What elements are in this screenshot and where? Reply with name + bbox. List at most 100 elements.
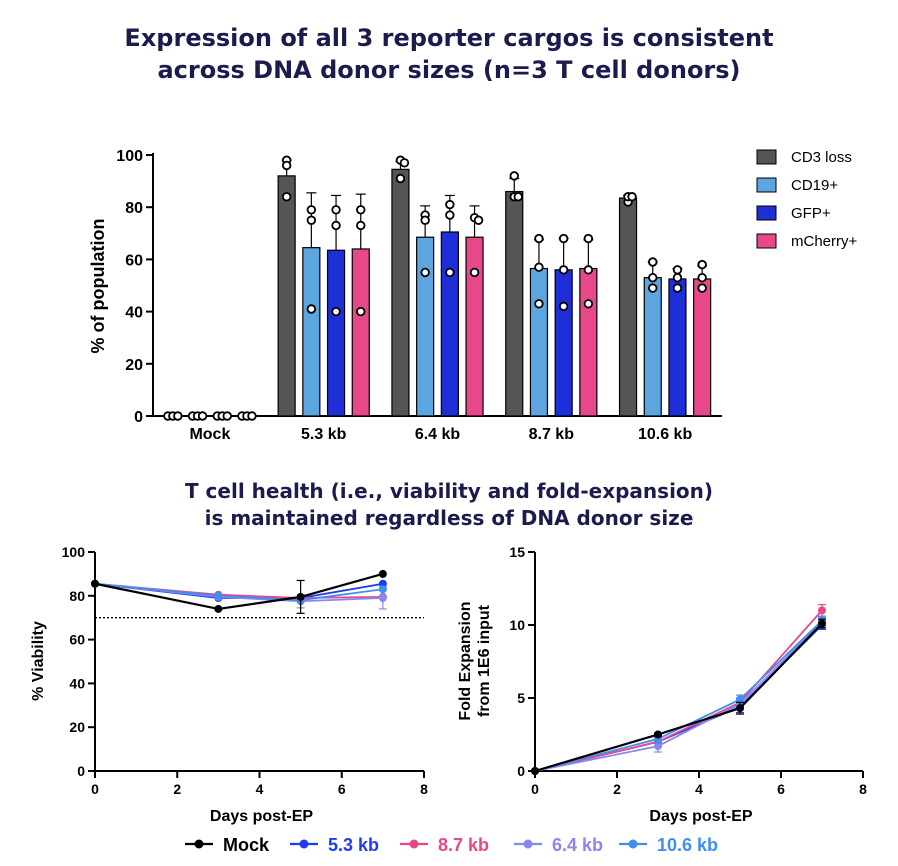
bar-data-point <box>420 215 430 225</box>
line-x-axis-label: Days post-EP <box>649 808 752 825</box>
series-point <box>378 593 387 602</box>
line-y-tick-label: 60 <box>69 632 85 648</box>
bar-data-point <box>583 299 594 309</box>
series-point <box>736 704 744 713</box>
bar-data-point <box>197 411 208 421</box>
bar-y-axis-label: % of population <box>88 219 108 354</box>
bar-data-point <box>672 272 683 283</box>
line-y-tick-label: 15 <box>509 544 525 560</box>
bar <box>529 267 549 417</box>
bar <box>668 278 687 417</box>
series-line <box>534 619 823 772</box>
bar <box>643 277 662 417</box>
line-y-axis-label: % Viability <box>30 621 47 701</box>
bar-data-point <box>281 160 292 171</box>
bar <box>351 248 370 417</box>
bar-data-point <box>513 192 523 202</box>
bar <box>326 249 346 417</box>
bar-data-point <box>331 220 341 231</box>
bar-category-label: 5.3 kb <box>301 426 347 443</box>
bar-y-tick-label: 20 <box>125 357 143 374</box>
bar <box>277 175 296 417</box>
bar <box>579 267 598 417</box>
line-x-tick-label: 8 <box>859 781 867 797</box>
bar-legend-label: mCherry+ <box>791 233 858 250</box>
series-line <box>534 621 823 772</box>
series-point <box>654 730 662 739</box>
bar-data-point <box>583 265 594 275</box>
bar-category-label: 10.6 kb <box>638 426 692 443</box>
line-x-tick-label: 8 <box>420 781 428 797</box>
bar-data-point <box>331 205 341 215</box>
bar-data-point <box>648 257 658 267</box>
legend-marker <box>523 839 533 849</box>
top-chart-title: Expression of all 3 reporter cargos is c… <box>0 22 898 86</box>
bar-legend-swatch <box>756 205 777 221</box>
line-x-tick-label: 6 <box>777 781 785 797</box>
line-x-tick-label: 6 <box>338 781 346 797</box>
bar-data-point <box>697 283 707 293</box>
bar-data-point <box>697 272 707 283</box>
legend-marker <box>409 839 419 849</box>
bar <box>693 278 712 417</box>
bar-data-point <box>672 283 683 293</box>
series-line <box>94 582 383 602</box>
bar-data-point <box>306 304 317 314</box>
line-x-tick-label: 0 <box>91 781 99 797</box>
bar-data-point <box>306 205 317 215</box>
line-y-tick-label: 40 <box>69 675 85 691</box>
bar-data-point <box>356 205 366 215</box>
series-point <box>91 579 99 588</box>
bar <box>302 247 321 417</box>
line-x-tick-label: 4 <box>256 781 264 797</box>
line-x-tick-label: 4 <box>695 781 703 797</box>
bottom-title-line-2: is maintained regardless of DNA donor si… <box>204 506 694 530</box>
legend-label: Mock <box>223 835 270 855</box>
bar-data-point <box>420 267 430 278</box>
bar-data-point <box>281 192 292 202</box>
series-point <box>378 579 387 588</box>
line-x-tick-label: 2 <box>173 781 181 797</box>
viability-chart: 0 20 40 60 80 100 0 2 4 6 8 Days post-EP % Viability <box>30 544 428 825</box>
line-y-tick-label: 10 <box>509 617 525 633</box>
series-point <box>818 606 826 615</box>
bar-data-point <box>445 267 455 278</box>
bar-data-point <box>356 220 366 231</box>
bar-data-point <box>509 171 519 181</box>
bar-data-point <box>672 265 683 275</box>
bar-legend-label: CD19+ <box>791 177 838 194</box>
bar-legend-swatch <box>756 177 777 193</box>
legend-marker <box>299 839 309 849</box>
bar-data-point <box>469 267 480 278</box>
legend-label: 6.4 kb <box>552 835 603 855</box>
bar-category-label: 6.4 kb <box>415 426 461 443</box>
line-y-tick-label: 0 <box>517 763 525 779</box>
bar-data-point <box>306 215 317 225</box>
bottom-charts-title: T cell health (i.e., viability and fold-… <box>0 478 898 532</box>
bar-data-point <box>445 210 455 220</box>
bar <box>505 190 524 417</box>
bar-data-point <box>356 306 366 317</box>
bar-y-tick-label: 60 <box>125 252 143 269</box>
line-y-tick-label: 20 <box>69 719 85 735</box>
bottom-title-line-1: T cell health (i.e., viability and fold-… <box>184 479 714 503</box>
line-y-axis-label: Fold Expansion <box>457 601 474 720</box>
line-y-axis-label: from 1E6 input <box>476 604 493 717</box>
bar-data-point <box>558 301 569 312</box>
bar-data-point <box>534 233 544 244</box>
bar-data-point <box>627 192 637 202</box>
top-title-line-1: Expression of all 3 reporter cargos is c… <box>124 24 774 52</box>
bar-legend-label: CD3 loss <box>791 149 852 166</box>
series-point <box>378 569 387 578</box>
bar-data-point <box>558 265 569 275</box>
series-line <box>534 609 823 772</box>
bar-data-point <box>697 259 707 270</box>
series-line <box>94 572 384 611</box>
bar-category-label: 8.7 kb <box>529 426 575 443</box>
bar-data-point <box>583 233 594 244</box>
fold-expansion-chart: 0 5 10 15 0 2 4 6 8 Days post-EP Fold Expansion fro… <box>457 544 867 825</box>
line-y-tick-label: 5 <box>517 690 525 706</box>
line-x-axis-label: Days post-EP <box>210 808 313 825</box>
series-line <box>534 622 823 773</box>
